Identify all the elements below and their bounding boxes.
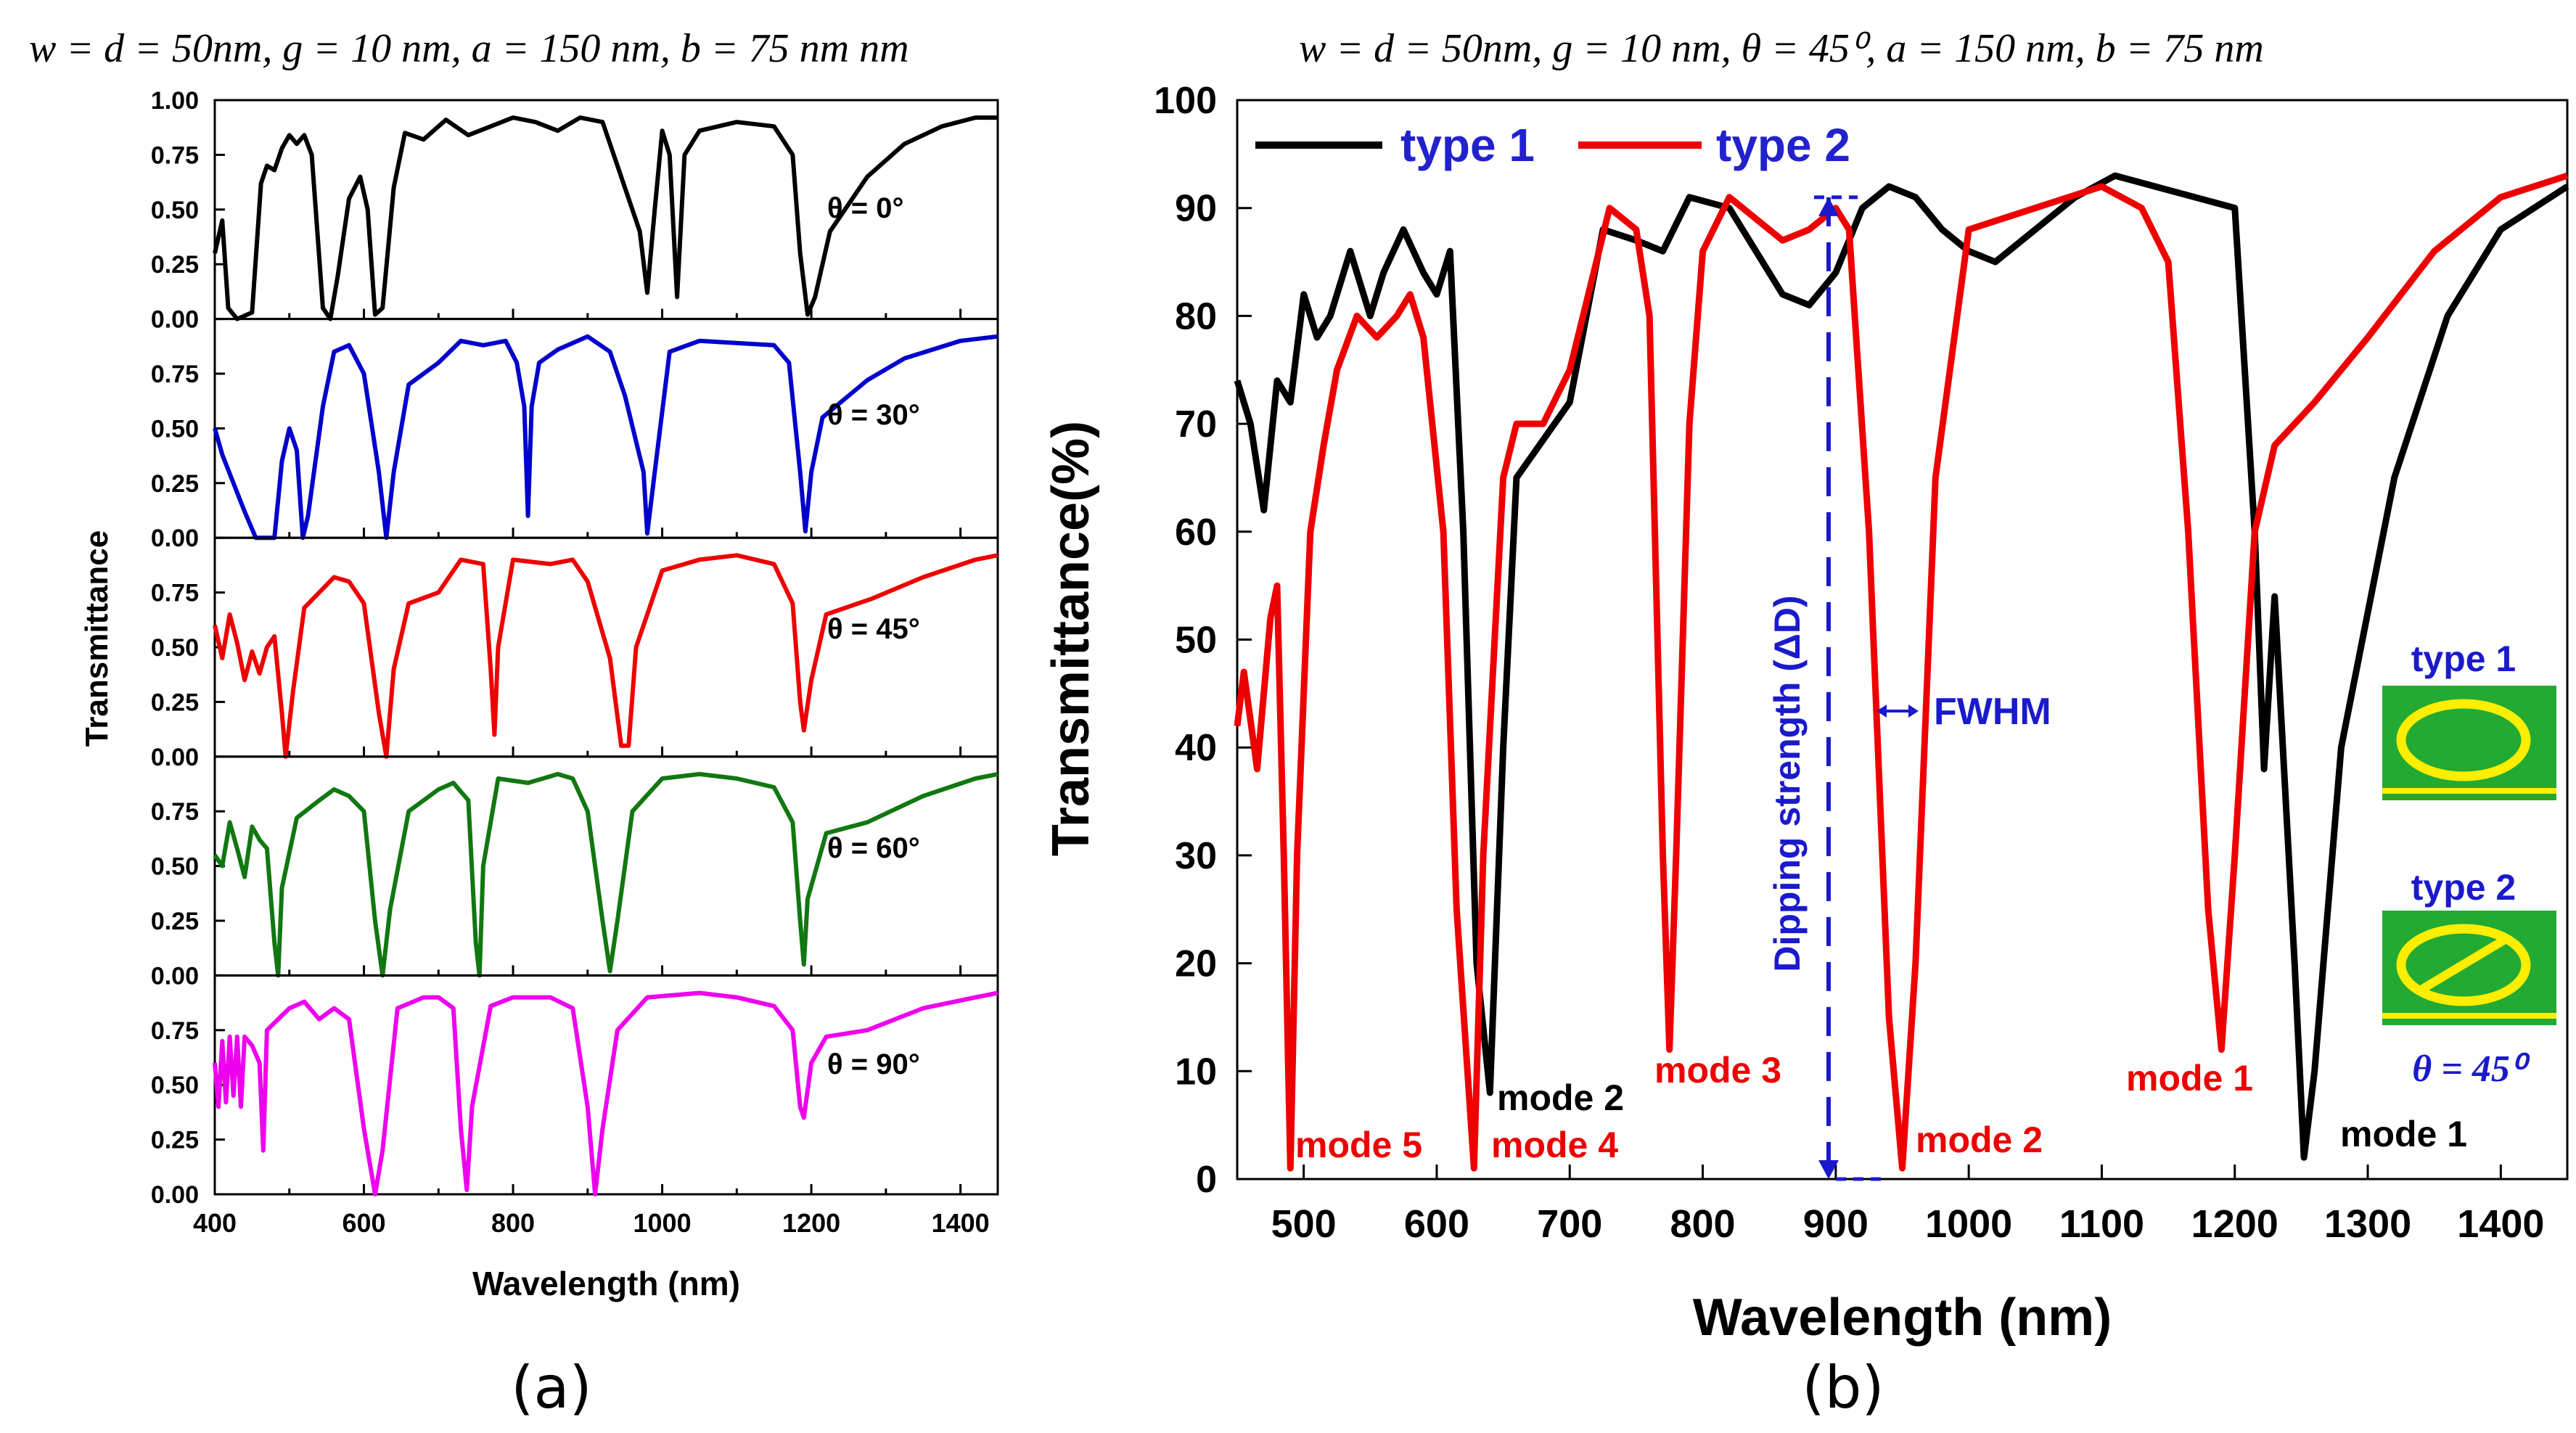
fwhm-label: FWHM — [1934, 691, 2051, 733]
mode2-red-label: mode 2 — [1916, 1120, 2043, 1160]
panel-a-ytick-label: 0.50 — [151, 197, 199, 224]
panel-b-ytick-label: 10 — [1175, 1051, 1217, 1093]
mode2-black-label: mode 2 — [1497, 1077, 1624, 1118]
panel-a-ytick-label: 0.25 — [151, 1127, 199, 1154]
panel-b-xtick-label: 800 — [1670, 1202, 1735, 1246]
panel-b-series-type-1 — [1234, 172, 2569, 1161]
panel-b-ytick-label: 100 — [1154, 80, 1217, 122]
inset-type2 — [2382, 911, 2556, 1025]
panel-a-theta-label: θ = 0° — [827, 192, 903, 224]
mode1-red-label: mode 1 — [2126, 1058, 2253, 1099]
panel-b-xtick-label: 700 — [1537, 1202, 1602, 1246]
panel-a-ytick-label: 0.25 — [151, 908, 199, 935]
panel-b-ylabel: Transmittance(%) — [1042, 421, 1100, 856]
panel-b-title: w = d = 50nm, g = 10 nm, θ = 45⁰, a = 15… — [1299, 26, 2264, 71]
panel-b-xlabel: Wavelength (nm) — [1693, 1289, 2112, 1347]
panel-b-frame — [1236, 99, 2569, 1181]
panel-a-ytick-label: 0.00 — [151, 306, 199, 334]
inset-type2-ring — [2396, 924, 2531, 1006]
inset-type2-label: type 2 — [2411, 867, 2516, 908]
panel-a-subplot-0: 0.00 0.25 0.50 0.75 1.00 θ = 0° — [151, 87, 999, 334]
panel-a-xtick-label: 1200 — [782, 1208, 840, 1238]
panel-b-ytick-label: 30 — [1175, 835, 1217, 877]
panel-a-theta-label: θ = 30° — [827, 399, 920, 431]
panel-b-xtick-label: 500 — [1271, 1202, 1337, 1246]
panel-b-ytick-label: 40 — [1175, 727, 1217, 769]
panel-b-ytick-label: 70 — [1175, 403, 1217, 445]
panel-a-theta-label: θ = 45° — [827, 613, 920, 645]
inset-theta-label: θ = 45⁰ — [2412, 1048, 2531, 1090]
dipping-strength-label: Dipping strength (ΔD) — [1767, 595, 1808, 972]
panel-a-ylabel: Transmittance — [79, 530, 115, 747]
panel-b-xtick-label: 1200 — [2191, 1202, 2278, 1246]
panel-a-xtick-label: 400 — [193, 1208, 237, 1238]
panel-a-subplot-4: 0.00 0.25 0.50 0.75 θ = 90° — [151, 974, 999, 1209]
inset-type1 — [2382, 686, 2556, 800]
panel-a-ytick-label: 0.75 — [151, 141, 199, 169]
dipping-arrow-head-top — [1818, 197, 1839, 216]
panel-b-legend: type 1 type 2 — [1255, 119, 1850, 171]
mode1-black-label: mode 1 — [2340, 1114, 2467, 1154]
panel-a-ytick-label: 0.25 — [151, 251, 199, 279]
panel-a-ytick-label: 1.00 — [151, 87, 199, 115]
panel-a-theta-label: θ = 90° — [827, 1048, 920, 1080]
legend-type2-label: type 2 — [1716, 119, 1850, 171]
panel-b-ytick-label: 20 — [1175, 943, 1217, 985]
mode3-label: mode 3 — [1654, 1050, 1781, 1091]
panel-a-ytick-label: 0.75 — [151, 580, 199, 607]
panel-a-subplot-1: 0.00 0.25 0.50 0.75 θ = 30° — [151, 318, 999, 552]
panel-a-xlabel: Wavelength (nm) — [472, 1265, 740, 1302]
panel-b-xtick-label: 1000 — [1925, 1202, 2012, 1246]
panel-a-ytick-label: 0.50 — [151, 634, 199, 662]
inset-type2-diagonal — [2417, 935, 2508, 995]
panel-b-ytick-label: 90 — [1175, 188, 1217, 230]
panel-a-subplot-2: 0.00 0.25 0.50 0.75 θ = 45° — [151, 536, 999, 771]
panel-a-label: (a) — [511, 1354, 591, 1421]
panel-a-ytick-label: 0.00 — [151, 1181, 199, 1209]
panel-a-ytick-label: 0.75 — [151, 1017, 199, 1045]
panel-b-xtick-label: 1400 — [2457, 1202, 2544, 1246]
fwhm-arrow-left — [1876, 705, 1887, 718]
panel-a-ytick-label: 0.75 — [151, 361, 199, 388]
panel-a-series-line — [213, 553, 998, 759]
panel-b-xtick-label: 900 — [1803, 1202, 1869, 1246]
panel-b-ytick-label: 60 — [1175, 512, 1217, 554]
panel-a-theta-label: θ = 60° — [827, 832, 920, 864]
panel-a-xtick-label: 800 — [491, 1208, 535, 1238]
panel-a-series-line — [213, 334, 998, 541]
dipping-arrow-head-bottom — [1818, 1160, 1839, 1179]
panel-a-title: w = d = 50nm, g = 10 nm, a = 150 nm, b =… — [29, 26, 909, 71]
panel-b-xtick-label: 1100 — [2059, 1202, 2144, 1246]
mode5-label: mode 5 — [1295, 1125, 1422, 1165]
panel-a-series-line — [213, 115, 998, 321]
panel-a-ytick-label: 0.00 — [151, 525, 199, 552]
panel-a-ytick-label: 0.25 — [151, 470, 199, 498]
panel-a-ytick-label: 0.25 — [151, 689, 199, 716]
mode4-label: mode 4 — [1491, 1125, 1618, 1165]
panel-a-series-line — [213, 771, 998, 978]
panel-a-ytick-label: 0.75 — [151, 798, 199, 826]
panel-b-xtick-label: 600 — [1404, 1202, 1469, 1246]
fwhm-arrow-right — [1908, 705, 1919, 718]
panel-a-xtick-label: 1400 — [932, 1208, 990, 1238]
panel-b-ytick-label: 80 — [1175, 295, 1217, 337]
panel-a-subplot-3: 0.00 0.25 0.50 0.75 θ = 60° — [151, 755, 999, 990]
panel-a-series-line — [213, 990, 998, 1196]
panel-a-ytick-label: 0.00 — [151, 744, 199, 771]
panel-b-label: (b) — [1802, 1354, 1884, 1421]
legend-type1-label: type 1 — [1400, 119, 1535, 171]
inset-type1-label: type 1 — [2411, 639, 2516, 679]
panel-a-ytick-label: 0.50 — [151, 1072, 199, 1099]
panel-a-ytick-label: 0.00 — [151, 962, 199, 990]
panel-b-xtick-label: 1300 — [2324, 1202, 2411, 1246]
panel-b-ytick-label: 0 — [1196, 1159, 1217, 1201]
panel-a-xtick-label: 600 — [342, 1208, 385, 1238]
panel-a-xtick-label: 1000 — [633, 1208, 692, 1238]
panel-a-ytick-label: 0.50 — [151, 415, 199, 443]
panel-a-ytick-label: 0.50 — [151, 853, 199, 881]
panel-b-ytick-label: 50 — [1175, 620, 1217, 662]
panel-b-series-type-2 — [1234, 172, 2569, 1172]
inset-type1-ring — [2396, 699, 2531, 781]
